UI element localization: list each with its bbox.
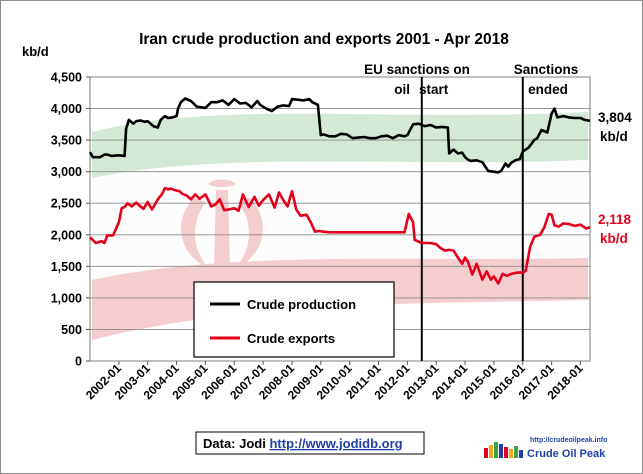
logo-name: Crude Oil Peak (527, 448, 606, 460)
y-tick-label: 3,000 (51, 165, 82, 179)
legend: Crude production Crude exports (193, 281, 395, 358)
y-tick-label: 1,000 (51, 291, 82, 305)
emblem-icon (181, 179, 263, 268)
source-prefix: Data: Jodi (203, 436, 269, 451)
crude-oil-peak-logo: http://crudeoilpeak.info Crude Oil Peak (484, 437, 607, 460)
y-axis-label: kb/d (22, 44, 49, 59)
y-tick-label: 0 (75, 355, 82, 369)
y-tick-label: 500 (61, 323, 82, 337)
production-series-line (88, 97, 591, 174)
exports-end-value: 2,118 (598, 212, 632, 227)
series-lines (88, 97, 591, 285)
production-end-unit: kb/d (600, 129, 628, 144)
y-tick-label: 4,500 (51, 71, 82, 85)
source-frame (195, 431, 425, 455)
source-link[interactable]: http://www.jodidb.org (269, 436, 402, 451)
logo-bars-icon (484, 442, 523, 458)
logo-url: http://crudeoilpeak.info (530, 437, 607, 444)
exports-series-line (89, 186, 591, 285)
legend-label-production: Crude production (247, 297, 356, 312)
x-axis-ticks: 2002-012003-012004-012005-012006-012007-… (83, 361, 586, 402)
y-tick-label: 1,500 (51, 260, 82, 274)
legend-label-exports: Crude exports (247, 331, 335, 346)
eu-sanctions-label-oil: oil (394, 82, 410, 97)
source-text: Data: Jodi http://www.jodidb.org (203, 436, 403, 451)
eu-sanctions-label-line1: EU sanctions on (364, 62, 470, 77)
gridlines (90, 108, 590, 330)
y-tick-label: 3,500 (51, 134, 82, 148)
sanctions-ended-label-line1: Sanctions (514, 62, 579, 77)
source-box: Data: Jodi http://www.jodidb.org (195, 431, 425, 455)
y-tick-label: 4,000 (51, 102, 82, 116)
y-tick-label: 2,000 (51, 228, 82, 242)
y-axis-ticks: 0 500 1,000 1,500 2,000 2,500 3,000 3,500 4,000 4… (51, 71, 90, 369)
y-tick-label: 2,500 (51, 197, 82, 211)
production-end-value: 3,804 (598, 110, 632, 125)
eu-sanctions-label-start: start (419, 82, 449, 97)
legend-box (193, 281, 395, 358)
iran-flag-watermark (92, 112, 588, 340)
chart-title: Iran crude production and exports 2001 -… (139, 31, 509, 48)
exports-end-unit: kb/d (600, 231, 628, 246)
sanctions-ended-label-line2: ended (528, 82, 568, 97)
